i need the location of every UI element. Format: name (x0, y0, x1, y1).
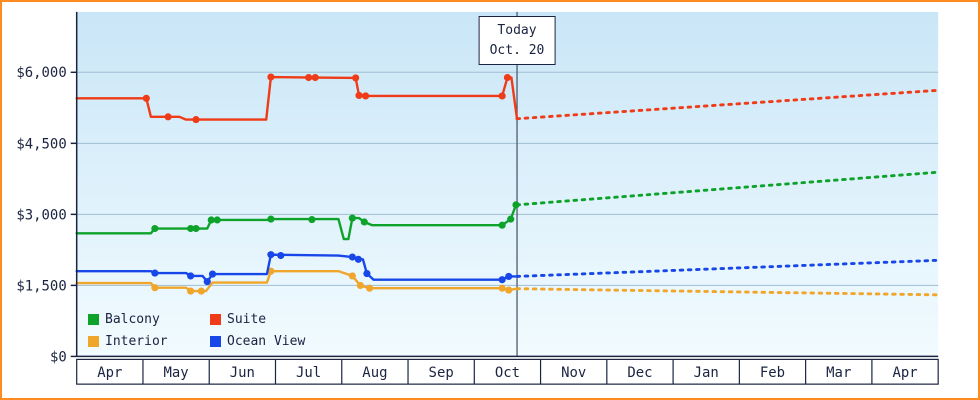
month-label-oct-6: Oct (495, 365, 520, 381)
ocean-view-swatch-icon (210, 336, 221, 347)
month-label-apr-0: Apr (97, 365, 122, 381)
legend-item-interior: Interior (88, 334, 210, 349)
today-label: Today Oct. 20 (478, 16, 556, 65)
series-interior (75, 267, 940, 297)
month-label-sep-5: Sep (429, 365, 454, 381)
series-balcony (75, 170, 940, 241)
month-axis: Apr May Jun Jul Aug Sep Oct Nov Dec Jan Feb Mar Apr (76, 358, 939, 385)
month-label-aug-4: Aug (362, 365, 387, 381)
series-suite (75, 73, 940, 124)
legend-item-ocean-view: Ocean View (210, 334, 305, 349)
legend-label-interior: Interior (105, 334, 168, 349)
svg-text:$4,500: $4,500 (16, 136, 66, 152)
balcony-swatch-icon (88, 314, 99, 325)
month-label-apr-12: Apr (892, 365, 917, 381)
series-ocean-view (75, 251, 940, 286)
legend: Balcony Suite Interior Ocean View (88, 312, 305, 349)
interior-swatch-icon (88, 336, 99, 347)
legend-item-balcony: Balcony (88, 312, 210, 327)
month-label-feb-10: Feb (760, 365, 785, 381)
month-label-nov-7: Nov (561, 365, 586, 381)
legend-label-balcony: Balcony (105, 312, 160, 327)
month-label-mar-11: Mar (826, 365, 851, 381)
svg-text:$1,500: $1,500 (16, 278, 66, 294)
legend-item-suite: Suite (210, 312, 305, 327)
svg-text:$0: $0 (50, 349, 67, 365)
month-label-may-1: May (164, 365, 189, 381)
legend-label-ocean-view: Ocean View (227, 334, 306, 349)
month-label-jun-2: Jun (230, 365, 255, 381)
today-label-line2: Oct. 20 (489, 42, 545, 58)
today-label-line1: Today (497, 23, 537, 38)
gridlines (70, 71, 939, 358)
month-label-jan-9: Jan (694, 365, 719, 381)
y-axis-labels: $0 $1,500 $3,000 $4,500 $6,000 (16, 65, 66, 365)
month-label-jul-3: Jul (296, 365, 321, 381)
svg-text:$3,000: $3,000 (16, 207, 66, 223)
suite-swatch-icon (210, 314, 221, 325)
legend-label-suite: Suite (227, 312, 267, 327)
svg-text:$6,000: $6,000 (16, 65, 66, 81)
month-label-dec-8: Dec (627, 365, 652, 381)
